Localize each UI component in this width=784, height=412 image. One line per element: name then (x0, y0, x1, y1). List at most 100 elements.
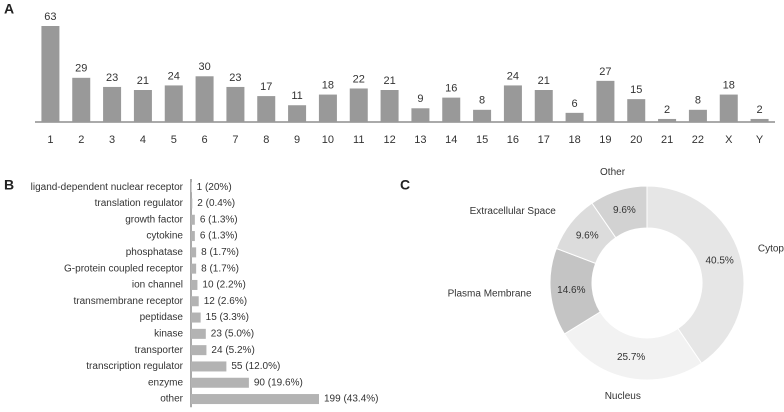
donut-slice (591, 185, 648, 239)
bar (380, 90, 399, 122)
y-tick-label: ion channel (132, 280, 183, 291)
x-tick-label: 21 (661, 134, 673, 146)
donut-slice (563, 311, 703, 381)
x-tick-label: 8 (263, 134, 269, 146)
value-label: 17 (260, 81, 272, 93)
slice-label: Extracellular Space (470, 206, 557, 217)
y-tick-label: kinase (154, 328, 183, 339)
value-label: 25.7% (617, 352, 645, 363)
bar (442, 97, 461, 122)
y-tick-label: G-protein coupled receptor (64, 263, 184, 274)
y-tick-label: phosphatase (126, 247, 184, 258)
value-label: 8 (1.7%) (201, 247, 239, 258)
bar (191, 377, 249, 388)
slice-label: Cytoplasm (758, 244, 784, 255)
y-tick-label: growth factor (125, 214, 183, 225)
bar (103, 86, 122, 122)
y-tick-label: transmembrane receptor (74, 296, 184, 307)
bar (191, 279, 198, 290)
x-tick-label: 18 (568, 134, 580, 146)
x-tick-label: 4 (140, 134, 146, 146)
value-label: 63 (44, 11, 56, 23)
value-label: 6 (1.3%) (200, 214, 238, 225)
bar (191, 214, 195, 225)
bar (191, 296, 199, 307)
value-label: 15 (3.3%) (206, 312, 249, 323)
value-label: 8 (1.7%) (201, 263, 239, 274)
bar (534, 90, 553, 122)
y-tick-label: translation regulator (95, 198, 184, 209)
bar (411, 108, 430, 122)
bar (191, 312, 201, 323)
y-tick-label: enzyme (148, 377, 183, 388)
bar (658, 118, 677, 122)
bar (191, 247, 197, 258)
x-tick-label: 14 (445, 134, 457, 146)
value-label: 24 (168, 70, 180, 82)
bar (191, 231, 195, 242)
x-tick-label: 2 (78, 134, 84, 146)
value-label: 14.6% (557, 285, 585, 296)
value-label: 8 (479, 95, 485, 107)
value-label: 40.5% (705, 255, 733, 266)
value-label: 21 (538, 75, 550, 87)
bar (191, 263, 197, 274)
value-label: 24 (507, 70, 519, 82)
y-tick-label: peptidase (140, 312, 184, 323)
value-label: 6 (572, 98, 578, 110)
y-tick-label: transcription regulator (86, 361, 183, 372)
x-tick-label: 9 (294, 134, 300, 146)
bar (349, 88, 368, 122)
bar (565, 112, 584, 122)
slice-label: Other (600, 167, 626, 178)
x-tick-label: 13 (414, 134, 426, 146)
x-tick-label: X (725, 134, 733, 146)
value-label: 22 (353, 73, 365, 85)
bar (191, 394, 319, 405)
value-label: 9.6% (576, 231, 599, 242)
value-label: 9 (417, 93, 423, 105)
bar (596, 80, 615, 122)
value-label: 27 (599, 66, 611, 78)
bar (191, 345, 207, 356)
x-tick-label: 5 (171, 134, 177, 146)
value-label: 16 (445, 83, 457, 95)
value-label: 18 (322, 79, 334, 91)
bar (133, 90, 152, 122)
x-tick-label: 22 (692, 134, 704, 146)
value-label: 12 (2.6%) (204, 296, 247, 307)
bar (719, 94, 738, 122)
value-label: 11 (291, 90, 302, 102)
panel-label: B (4, 177, 14, 193)
bar (191, 361, 227, 372)
bar (750, 118, 769, 122)
bar (164, 85, 183, 122)
value-label: 21 (137, 75, 149, 87)
value-label: 23 (106, 72, 118, 84)
x-tick-label: 16 (507, 134, 519, 146)
slice-label: Nucleus (605, 391, 641, 402)
value-label: 1 (20%) (197, 182, 232, 193)
x-tick-label: Y (756, 134, 764, 146)
bar (191, 182, 192, 193)
value-label: 55 (12.0%) (231, 361, 280, 372)
value-label: 9.6% (613, 205, 636, 216)
bar (72, 77, 91, 122)
bar (503, 85, 522, 122)
bar (473, 109, 492, 122)
bar (627, 99, 646, 122)
value-label: 23 (5.0%) (211, 328, 254, 339)
bar (226, 86, 245, 122)
y-tick-label: transporter (135, 345, 184, 356)
bar (688, 109, 707, 122)
y-tick-label: other (160, 394, 183, 405)
value-label: 30 (198, 61, 210, 73)
bar (191, 198, 193, 209)
value-label: 90 (19.6%) (254, 377, 303, 388)
x-tick-label: 10 (322, 134, 334, 146)
value-label: 199 (43.4%) (324, 394, 378, 405)
bar (41, 26, 60, 122)
x-tick-label: 17 (538, 134, 550, 146)
bar (195, 76, 214, 122)
value-label: 8 (695, 95, 701, 107)
